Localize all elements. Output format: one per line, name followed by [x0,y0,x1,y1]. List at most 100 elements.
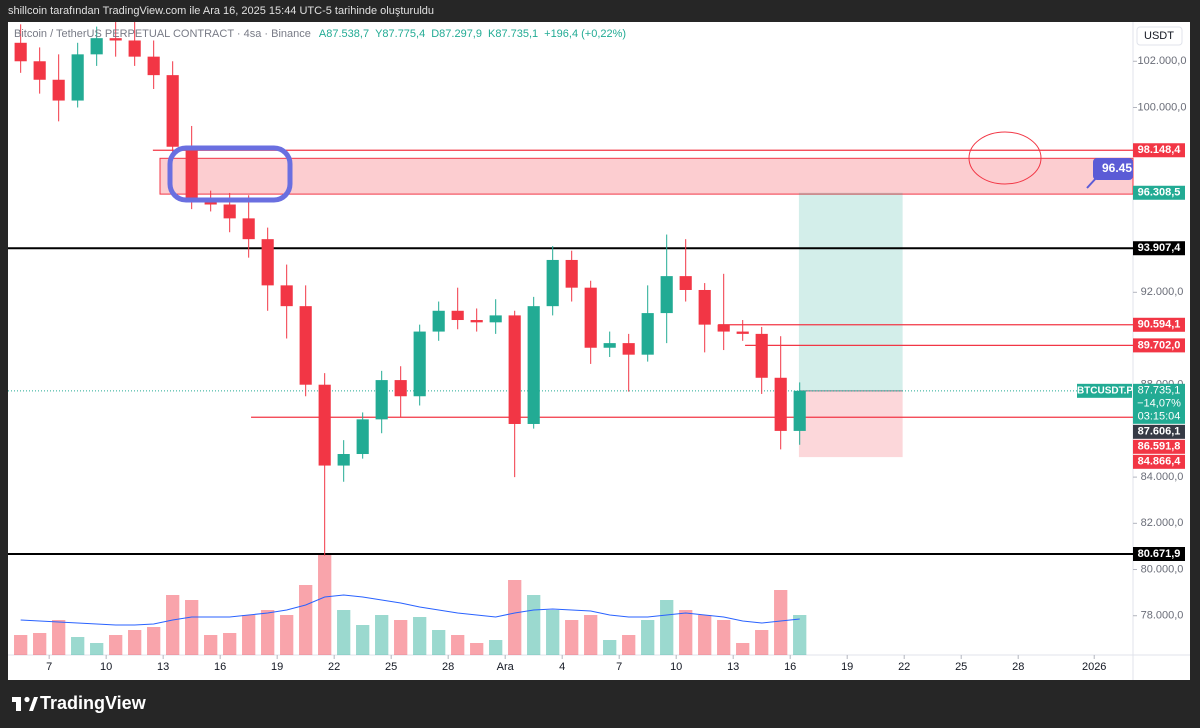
ohlc-value: A87.538,7 [319,28,369,40]
x-tick-label: 13 [727,661,739,673]
level-label-bg [1133,185,1185,200]
candle-body [242,218,255,240]
x-tick-label: 2026 [1082,661,1106,673]
candle-body [641,313,654,355]
last-price-countdown: 03:15:04 [1138,411,1181,423]
candle-body [318,384,331,466]
candle-body [299,306,312,385]
candle-body [603,343,616,348]
candle-body [470,320,483,323]
volume-bar [185,600,199,655]
candle-body [71,54,84,101]
x-tick-label: 4 [559,661,565,673]
volume-bar [375,615,389,655]
volume-bar [261,610,275,655]
candle-body [774,377,787,431]
candle-body [394,380,407,397]
position-loss [798,390,903,458]
volume-bar [565,620,579,655]
symbol-legend: Bitcoin / TetherUS PERPETUAL CONTRACT · … [14,28,311,40]
level-label: 93.907,4 [1138,242,1182,254]
level-label-bg [1133,338,1185,353]
y-tick-label: 100.000,0 [1138,101,1187,113]
volume-bar [413,617,427,655]
callout-text: 96.45 [1102,161,1132,175]
volume-bar [14,635,28,655]
x-tick-label: 16 [214,661,226,673]
candle-body [280,285,293,307]
candle-body [356,419,369,455]
candle-body [166,75,179,147]
level-label: 87.606,1 [1138,426,1181,438]
candle-body [698,289,711,325]
volume-bar [774,590,788,655]
chart-bg [8,22,1190,680]
volume-bar [546,610,560,655]
candle-body [337,454,350,466]
volume-bar [508,580,522,655]
volume-bar [451,635,465,655]
candle-body [717,324,730,332]
candle-body [90,38,103,55]
x-tick-label: 25 [385,661,397,673]
volume-bar [432,630,446,655]
volume-bar [717,620,731,655]
x-tick-label: 10 [100,661,112,673]
x-tick-label: 16 [784,661,796,673]
position-profit [798,192,903,391]
volume-bar [90,643,104,655]
y-tick-label: 84.000,0 [1141,471,1184,483]
volume-bar [622,635,636,655]
volume-bar [318,555,332,655]
x-tick-label: 19 [271,661,283,673]
y-tick-label: 92.000,0 [1141,286,1184,298]
y-tick-label: 82.000,0 [1141,517,1184,529]
level-label-bg [1133,241,1185,256]
level-label-bg [1133,439,1185,454]
x-tick-label: 7 [46,661,52,673]
volume-bar [52,620,66,655]
candle-body [793,390,806,431]
candle-body [565,259,578,288]
last-price-value: 87.735,1 [1138,385,1181,397]
candle-body [451,310,464,321]
hand-circle [968,131,1042,185]
level-label-bg [1133,454,1185,469]
level-label-bg [1133,424,1185,439]
volume-bar [356,625,370,655]
volume-bar [755,630,769,655]
volume-bar [204,635,218,655]
last-price-bg [1133,383,1185,424]
volume-bar [470,643,484,655]
volume-bar [394,620,408,655]
candle-body [755,333,768,378]
candle-body [660,276,673,314]
candle-body [223,204,236,219]
candle-body [508,315,521,424]
highlight-box [167,145,293,203]
volume-bar [33,633,47,655]
candle-body [527,306,540,424]
x-tick-label: 10 [670,661,682,673]
candle-body [14,42,27,62]
header-text: shillcoin tarafından TradingView.com ile… [8,5,434,17]
x-tick-label: 19 [841,661,853,673]
candle-body [52,79,65,101]
level-label-bg [1133,143,1185,158]
candle-body [679,276,692,290]
candle-body [584,287,597,348]
ohlc-legend: A87.538,7 Y87.775,4 D87.297,9 K87.735,1 +196… [319,28,626,40]
y-tick-label: 78.000,0 [1141,610,1184,622]
volume-bar [793,615,807,655]
x-tick-label: 22 [328,661,340,673]
x-tick-label: 7 [616,661,622,673]
level-label: 90.594,1 [1138,319,1181,331]
volume-bar [242,615,256,655]
volume-bar [280,615,294,655]
candle-body [147,56,160,76]
candle-body [432,310,445,332]
x-tick-label: Ara [497,661,515,673]
zone [159,157,1134,195]
